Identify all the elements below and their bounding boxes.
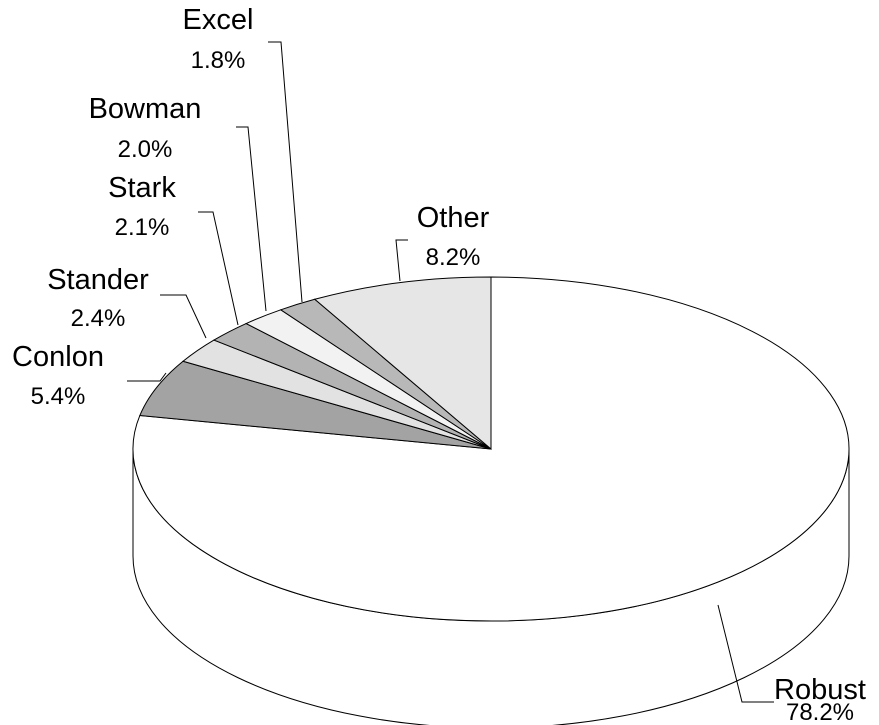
slice-label-other: Other <box>417 202 490 234</box>
slice-label-robust: Robust <box>774 674 866 706</box>
slice-value-other: 8.2% <box>426 244 481 271</box>
leader-lines <box>127 41 774 703</box>
leader-line-excel <box>268 41 303 303</box>
leader-line-other <box>395 239 408 282</box>
slice-value-bowman: 2.0% <box>118 136 173 163</box>
leader-line-robust <box>717 604 774 703</box>
slice-label-conlon: Conlon <box>12 341 104 373</box>
slice-label-stander: Stander <box>47 264 149 296</box>
slice-value-excel: 1.8% <box>191 47 246 74</box>
slice-value-robust: 78.2% <box>786 699 854 725</box>
pie-slices <box>132 276 850 622</box>
slice-value-conlon: 5.4% <box>31 383 86 410</box>
leader-line-stark <box>198 211 239 326</box>
slice-label-bowman: Bowman <box>89 93 202 125</box>
leader-line-stander <box>160 294 207 339</box>
pie-slice-other <box>313 276 492 451</box>
leader-line-bowman <box>236 126 267 312</box>
slice-label-excel: Excel <box>183 4 254 36</box>
slice-label-stark: Stark <box>108 172 176 204</box>
slice-value-stander: 2.4% <box>71 305 126 332</box>
leader-line-conlon <box>127 372 167 382</box>
slice-value-stark: 2.1% <box>115 214 170 241</box>
